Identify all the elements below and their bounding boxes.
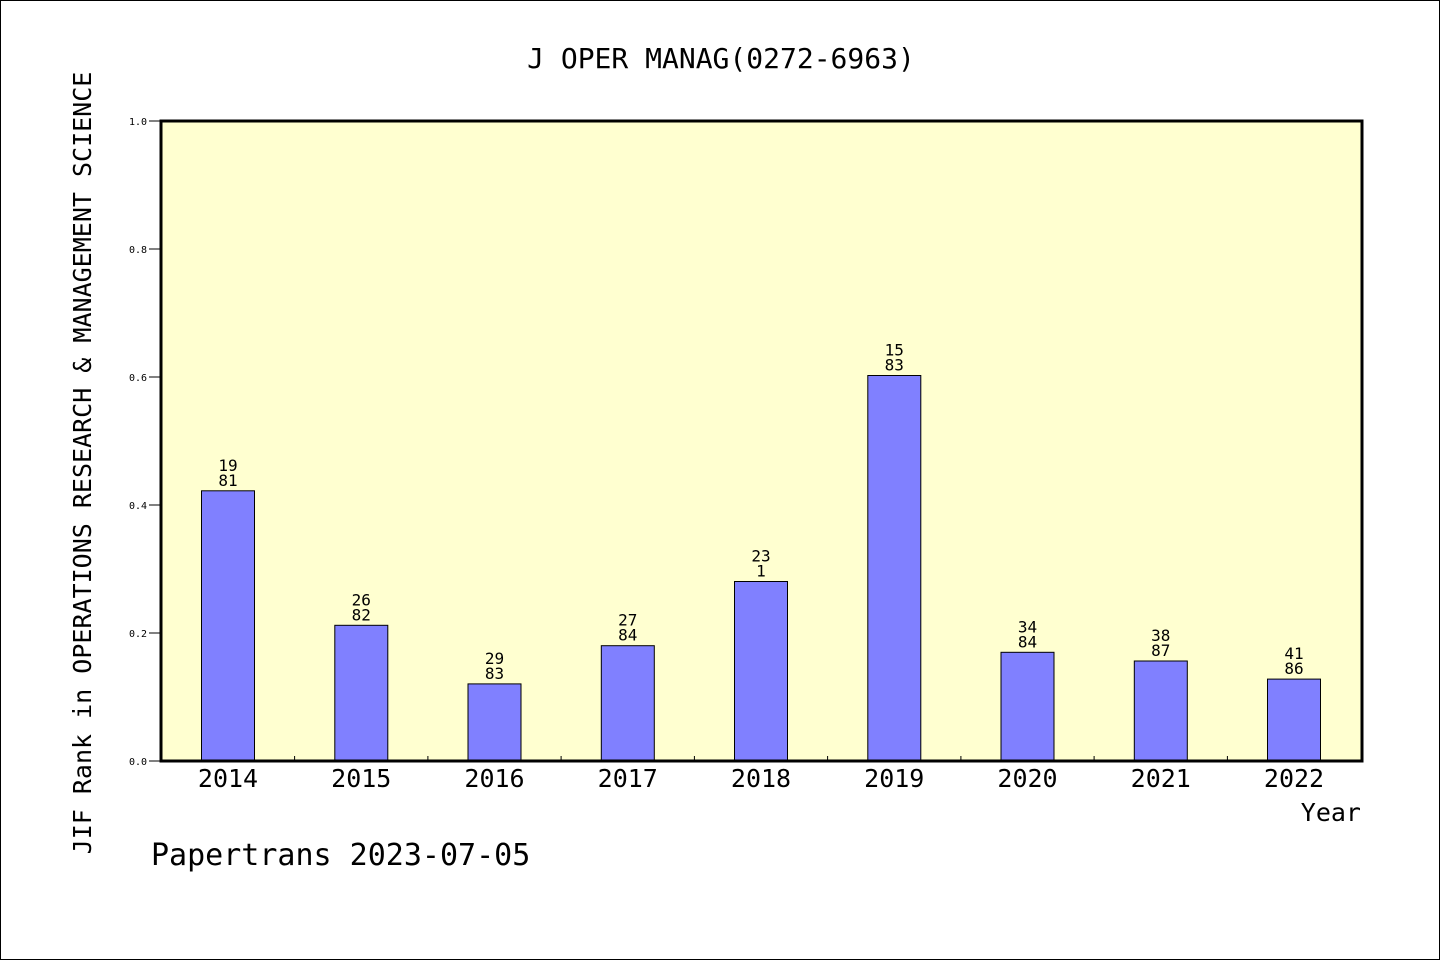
y-axis-label: JIF Rank in OPERATIONS RESEARCH & MANAGE… [68,72,97,855]
bar-2015 [334,624,389,762]
bar-label-total-2022: 86 [1284,659,1303,678]
bar-2020 [1000,651,1055,762]
bar-label-rank-2017: 27 [618,611,637,630]
bar-label-total-2017: 84 [618,626,637,645]
x-tick-label-2018: 2018 [731,764,791,793]
bar-2018 [734,581,788,762]
x-tick-label-2016: 2016 [464,764,524,793]
bar-2016 [467,683,522,762]
chart-title: J OPER MANAG(0272-6963) [527,42,915,75]
bar-2021 [1133,660,1188,762]
bar-2017 [600,645,655,762]
x-tick-label-2020: 2020 [997,764,1057,793]
bar-2014 [201,490,255,762]
bar-label-total-2019: 83 [885,356,904,375]
bar-label-rank-2021: 38 [1151,626,1170,645]
y-tick-label-0.2: 0.2 [129,629,147,640]
bar-label-rank-2016: 29 [485,649,504,668]
x-tick-label-2015: 2015 [331,764,391,793]
bar-2022 [1267,678,1321,762]
ticks-layer: 2014 2015 2016 2017 2018 2019 2020 2021 2022 0.0 0… [129,117,1324,793]
bar-label-rank-2018: 23 [751,547,770,566]
x-tick-label-2022: 2022 [1264,764,1324,793]
y-tick-label-0.0: 0.0 [129,757,147,768]
bar-label-rank-2020: 34 [1018,617,1037,636]
bar-label-total-2014: 81 [218,471,237,490]
plot-border [159,119,1364,763]
bar-label-rank-2019: 15 [885,341,904,360]
x-tick-label-2014: 2014 [198,764,258,793]
bar-label-rank-2015: 26 [352,590,371,609]
x-tick-label-2019: 2019 [864,764,924,793]
x-tick-label-2017: 2017 [598,764,658,793]
bar-label-total-2020: 84 [1018,632,1037,651]
y-tick-label-1.0: 1.0 [129,117,147,128]
bar-label-rank-2022: 41 [1284,644,1303,663]
y-tick-label-0.8: 0.8 [129,245,147,256]
x-axis-label: Year [1301,798,1361,827]
bar-label-total-2018: 1 [756,562,766,581]
y-tick-label-0.4: 0.4 [129,501,147,512]
y-tick-label-0.6: 0.6 [129,373,147,384]
bar-label-total-2015: 82 [352,605,371,624]
bar-label-total-2016: 83 [485,664,504,683]
bar-2019 [867,375,922,762]
bar-label-rank-2014: 19 [218,456,237,475]
x-tick-label-2021: 2021 [1131,764,1191,793]
bar-label-total-2021: 87 [1151,641,1170,660]
footer-text: Papertrans 2023-07-05 [151,838,530,873]
